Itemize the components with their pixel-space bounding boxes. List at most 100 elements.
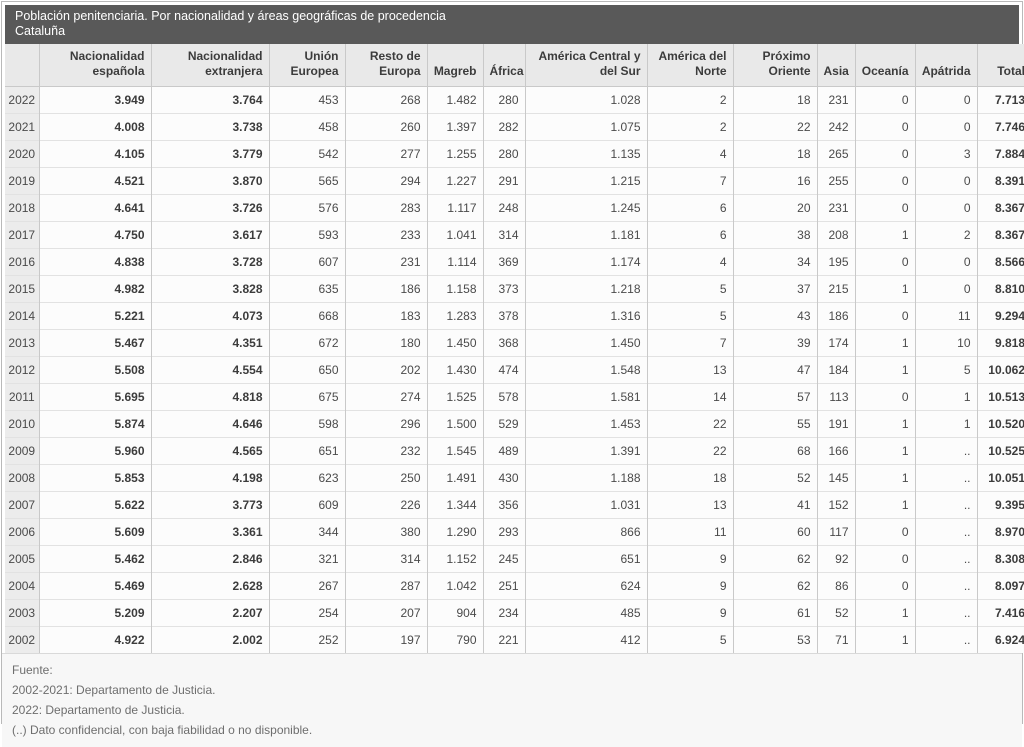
table-cell: 7.416	[976, 599, 1024, 627]
table-cell: 8.566	[976, 248, 1024, 276]
table-cell: 1.500	[426, 410, 483, 438]
row-year: 2007	[5, 491, 39, 519]
table-cell: 254	[268, 599, 345, 627]
table-cell: 180	[344, 329, 427, 357]
table-cell: 8.367	[976, 221, 1024, 249]
table-cell: 22	[646, 410, 733, 438]
table-cell: 52	[816, 599, 855, 627]
table-cell: 6	[646, 221, 733, 249]
table-cell: 1.450	[426, 329, 483, 357]
table-cell: 1.042	[426, 572, 483, 600]
table-row: 2010 5.874 4.646 598 296 1.500 529 1.453 22 55 191…	[5, 410, 1024, 438]
column-header: Próximo Oriente	[732, 44, 817, 87]
table-cell: 0	[854, 194, 915, 222]
table-cell: 197	[344, 626, 427, 653]
table-cell: 280	[482, 86, 525, 114]
table-cell: 1.316	[524, 302, 647, 330]
table-cell: 282	[482, 113, 525, 141]
row-year: 2014	[5, 302, 39, 330]
table-cell: 3.728	[150, 248, 269, 276]
table-cell: 293	[482, 518, 525, 546]
table-cell: 186	[344, 275, 427, 303]
table-cell: 22	[732, 113, 817, 141]
table-cell: 0	[914, 275, 977, 303]
table-row: 2020 4.105 3.779 542 277 1.255 280 1.135 4 18 265 0…	[5, 140, 1024, 168]
row-year: 2019	[5, 167, 39, 195]
table-cell: 1.482	[426, 86, 483, 114]
table-cell: 5.695	[38, 383, 151, 411]
table-cell: 3.726	[150, 194, 269, 222]
table-cell: 1.158	[426, 275, 483, 303]
table-cell: 0	[854, 140, 915, 168]
table-cell: 651	[524, 545, 647, 573]
table-cell: 672	[268, 329, 345, 357]
table-cell: 0	[914, 167, 977, 195]
table-cell: 0	[854, 518, 915, 546]
table-region: Cataluña	[15, 24, 66, 38]
table-cell: ..	[914, 437, 977, 465]
table-area: Población penitenciaria. Por nacionalida…	[2, 2, 1024, 653]
table-cell: 458	[268, 113, 345, 141]
table-cell: 1.283	[426, 302, 483, 330]
table-cell: 624	[524, 572, 647, 600]
table-cell: 11	[914, 302, 977, 330]
table-cell: 1.344	[426, 491, 483, 519]
table-cell: 268	[344, 86, 427, 114]
table-cell: 1	[914, 383, 977, 411]
table-cell: 344	[268, 518, 345, 546]
source-note-line: Fuente:	[12, 663, 53, 677]
row-year: 2004	[5, 572, 39, 600]
row-year: 2016	[5, 248, 39, 276]
table-cell: 6.924	[976, 626, 1024, 653]
table-cell: 5	[646, 626, 733, 653]
table-cell: 380	[344, 518, 427, 546]
table-cell: 1	[854, 437, 915, 465]
table-cell: 232	[344, 437, 427, 465]
column-header: África	[482, 44, 525, 87]
table-cell: 668	[268, 302, 345, 330]
table-cell: 356	[482, 491, 525, 519]
table-cell: 0	[914, 86, 977, 114]
table-cell: 485	[524, 599, 647, 627]
table-cell: 5.469	[38, 572, 151, 600]
table-cell: 1.255	[426, 140, 483, 168]
row-year: 2020	[5, 140, 39, 168]
table-cell: ..	[914, 626, 977, 653]
table-cell: 1	[854, 275, 915, 303]
table-row: 2015 4.982 3.828 635 186 1.158 373 1.218 5 37 215 1…	[5, 275, 1024, 303]
row-year: 2002	[5, 626, 39, 653]
table-cell: 5.221	[38, 302, 151, 330]
table-cell: 8.970	[976, 518, 1024, 546]
table-cell: 53	[732, 626, 817, 653]
table-cell: 5.874	[38, 410, 151, 438]
table-cell: 1	[914, 410, 977, 438]
table-cell: 13	[646, 356, 733, 384]
table-cell: 7	[646, 167, 733, 195]
table-cell: 0	[854, 545, 915, 573]
table-cell: 0	[854, 383, 915, 411]
table-cell: 233	[344, 221, 427, 249]
table-cell: 52	[732, 464, 817, 492]
table-cell: 0	[854, 86, 915, 114]
table-cell: 4.641	[38, 194, 151, 222]
table-cell: 904	[426, 599, 483, 627]
table-cell: 215	[816, 275, 855, 303]
data-table: Nacionalidad española Nacionalidad extran…	[5, 44, 1024, 653]
table-cell: 14	[646, 383, 733, 411]
table-cell: 474	[482, 356, 525, 384]
table-cell: 3	[914, 140, 977, 168]
table-cell: 2	[914, 221, 977, 249]
table-cell: 4.351	[150, 329, 269, 357]
table-cell: 412	[524, 626, 647, 653]
table-cell: 1.227	[426, 167, 483, 195]
table-cell: 0	[854, 302, 915, 330]
row-year: 2022	[5, 86, 39, 114]
row-year: 2012	[5, 356, 39, 384]
table-cell: 5.508	[38, 356, 151, 384]
table-cell: 9	[646, 545, 733, 573]
table-cell: 1.453	[524, 410, 647, 438]
column-header: América Central y del Sur	[524, 44, 647, 87]
table-cell: 576	[268, 194, 345, 222]
table-cell: 1	[854, 221, 915, 249]
table-cell: 231	[816, 86, 855, 114]
